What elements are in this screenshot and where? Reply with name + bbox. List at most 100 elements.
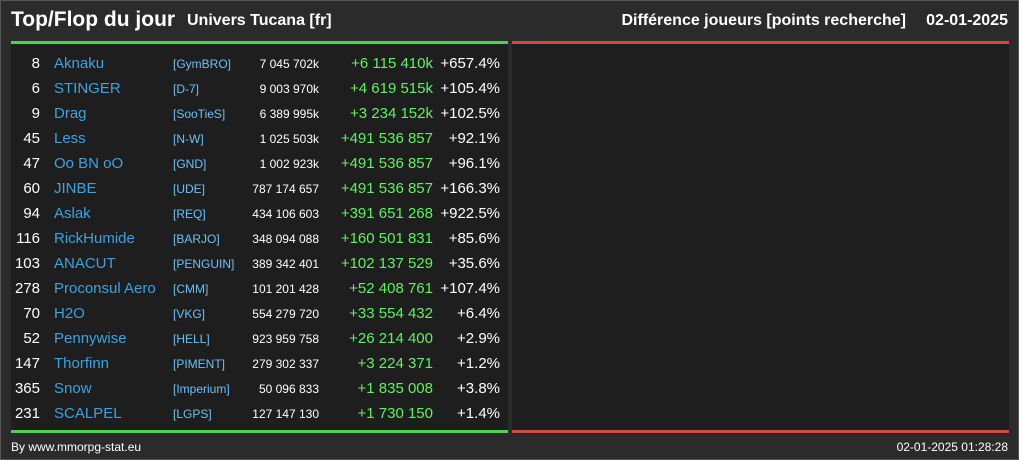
category-label: Différence joueurs [points recherche] [621, 12, 906, 29]
player-rank: 116 [16, 230, 40, 247]
player-rank: 9 [31, 105, 40, 122]
player-rank: 6 [31, 80, 40, 97]
percent-change: +92.1% [448, 130, 500, 147]
credit-link[interactable]: By www.mmorpg-stat.eu [11, 440, 142, 454]
alliance-tag-link[interactable]: [UDE] [173, 182, 206, 196]
top-panel: 8 Aknaku [GymBRO] 7 045 702k +6 115 410k +657… [11, 41, 508, 433]
points-difference: +102 137 529 [340, 255, 433, 272]
points-difference: +3 224 371 [357, 355, 434, 372]
player-name-link[interactable]: Proconsul Aero [54, 280, 156, 297]
percent-change: +102.5% [440, 105, 500, 122]
table-row: 116 RickHumide [BARJO] 348 094 088 +160 501 … [11, 226, 508, 251]
player-points: 787 174 657 [252, 182, 319, 196]
player-rank: 45 [23, 130, 40, 147]
table-row: 9 Drag [SooTieS] 6 389 995k +3 234 152k +102.… [11, 101, 508, 126]
player-points: 1 025 503k [259, 132, 319, 146]
player-name-link[interactable]: Thorfinn [54, 355, 110, 372]
table-row: 8 Aknaku [GymBRO] 7 045 702k +6 115 410k +657… [11, 51, 508, 76]
player-rank: 70 [23, 305, 40, 322]
player-points: 1 002 923k [259, 157, 319, 171]
player-points: 127 147 130 [252, 407, 319, 421]
player-name-link[interactable]: ANACUT [54, 255, 116, 272]
points-difference: +391 651 268 [340, 205, 433, 222]
player-rank: 94 [23, 205, 40, 222]
player-points: 923 959 758 [252, 332, 319, 346]
table-row: 94 Aslak [REQ] 434 106 603 +391 651 268 +922.… [11, 201, 508, 226]
table-row: 365 Snow [Imperium] 50 096 833 +1 835 008 +3.… [11, 376, 508, 401]
alliance-tag-link[interactable]: [GymBRO] [173, 57, 232, 71]
alliance-tag-link[interactable]: [HELL] [173, 332, 210, 346]
player-name-link[interactable]: Aslak [54, 205, 91, 222]
player-name-link[interactable]: Aknaku [54, 55, 105, 72]
player-rank: 365 [14, 380, 40, 397]
percent-change: +1.2% [457, 355, 500, 372]
player-points: 434 106 603 [252, 207, 319, 221]
table-row: 60 JINBE [UDE] 787 174 657 +491 536 857 +166.… [11, 176, 508, 201]
player-rank: 103 [14, 255, 40, 272]
points-difference: +4 619 515k [350, 80, 433, 97]
top-list: 8 Aknaku [GymBRO] 7 045 702k +6 115 410k +657… [11, 51, 508, 426]
table-row: 45 Less [N-W] 1 025 503k +491 536 857 +92.1% [11, 126, 508, 151]
alliance-tag-link[interactable]: [PIMENT] [173, 357, 226, 371]
points-difference: +491 536 857 [340, 155, 433, 172]
table-row: 231 SCALPEL [LGPS] 127 147 130 +1 730 150 +1.… [11, 401, 508, 426]
player-name-link[interactable]: RickHumide [54, 230, 135, 247]
alliance-tag-link[interactable]: [PENGUIN] [173, 257, 235, 271]
alliance-tag-link[interactable]: [VKG] [173, 307, 206, 321]
universe-label: Univers Tucana [fr] [187, 12, 332, 29]
percent-change: +85.6% [448, 230, 500, 247]
player-name-link[interactable]: JINBE [54, 180, 97, 197]
alliance-tag-link[interactable]: [LGPS] [173, 407, 212, 421]
percent-change: +1.4% [457, 405, 500, 422]
player-name-link[interactable]: SCALPEL [54, 405, 122, 422]
player-name-link[interactable]: Less [54, 130, 86, 147]
points-difference: +1 730 150 [357, 405, 434, 422]
percent-change: +922.5% [440, 205, 500, 222]
player-points: 7 045 702k [259, 57, 319, 71]
alliance-tag-link[interactable]: [REQ] [173, 207, 206, 221]
alliance-tag-link[interactable]: [CMM] [173, 282, 209, 296]
alliance-tag-link[interactable]: [BARJO] [173, 232, 220, 246]
page-title: Top/Flop du jour [11, 8, 176, 31]
points-difference: +1 835 008 [357, 380, 434, 397]
percent-change: +105.4% [440, 80, 500, 97]
points-difference: +491 536 857 [340, 180, 433, 197]
percent-change: +166.3% [440, 180, 500, 197]
player-name-link[interactable]: Drag [54, 105, 87, 122]
player-rank: 278 [14, 280, 40, 297]
alliance-tag-link[interactable]: [Imperium] [173, 382, 230, 396]
player-name-link[interactable]: Snow [54, 380, 92, 397]
player-name-link[interactable]: Oo BN oO [54, 155, 124, 172]
points-difference: +3 234 152k [350, 105, 433, 122]
points-difference: +33 554 432 [349, 305, 433, 322]
player-points: 50 096 833 [258, 382, 319, 396]
player-points: 389 342 401 [252, 257, 319, 271]
points-difference: +491 536 857 [340, 130, 433, 147]
table-row: 70 H2O [VKG] 554 279 720 +33 554 432 +6.4% [11, 301, 508, 326]
player-name-link[interactable]: STINGER [54, 80, 121, 97]
alliance-tag-link[interactable]: [N-W] [173, 132, 204, 146]
player-name-link[interactable]: Pennywise [54, 330, 127, 347]
percent-change: +96.1% [448, 155, 500, 172]
table-row: 52 Pennywise [HELL] 923 959 758 +26 214 400 +… [11, 326, 508, 351]
points-difference: +160 501 831 [340, 230, 433, 247]
percent-change: +35.6% [448, 255, 500, 272]
points-difference: +52 408 761 [349, 280, 433, 297]
percent-change: +657.4% [440, 55, 500, 72]
player-points: 6 389 995k [259, 107, 319, 121]
alliance-tag-link[interactable]: [SooTieS] [173, 107, 226, 121]
alliance-tag-link[interactable]: [GND] [173, 157, 207, 171]
player-rank: 47 [23, 155, 40, 172]
player-rank: 147 [14, 355, 40, 372]
percent-change: +2.9% [457, 330, 500, 347]
points-difference: +6 115 410k [351, 55, 433, 72]
player-points: 101 201 428 [252, 282, 319, 296]
percent-change: +107.4% [440, 280, 500, 297]
table-row: 47 Oo BN oO [GND] 1 002 923k +491 536 857 +96… [11, 151, 508, 176]
player-name-link[interactable]: H2O [54, 305, 85, 322]
alliance-tag-link[interactable]: [D-7] [173, 82, 200, 96]
player-points: 9 003 970k [259, 82, 319, 96]
player-points: 554 279 720 [252, 307, 319, 321]
player-points: 348 094 088 [252, 232, 319, 246]
